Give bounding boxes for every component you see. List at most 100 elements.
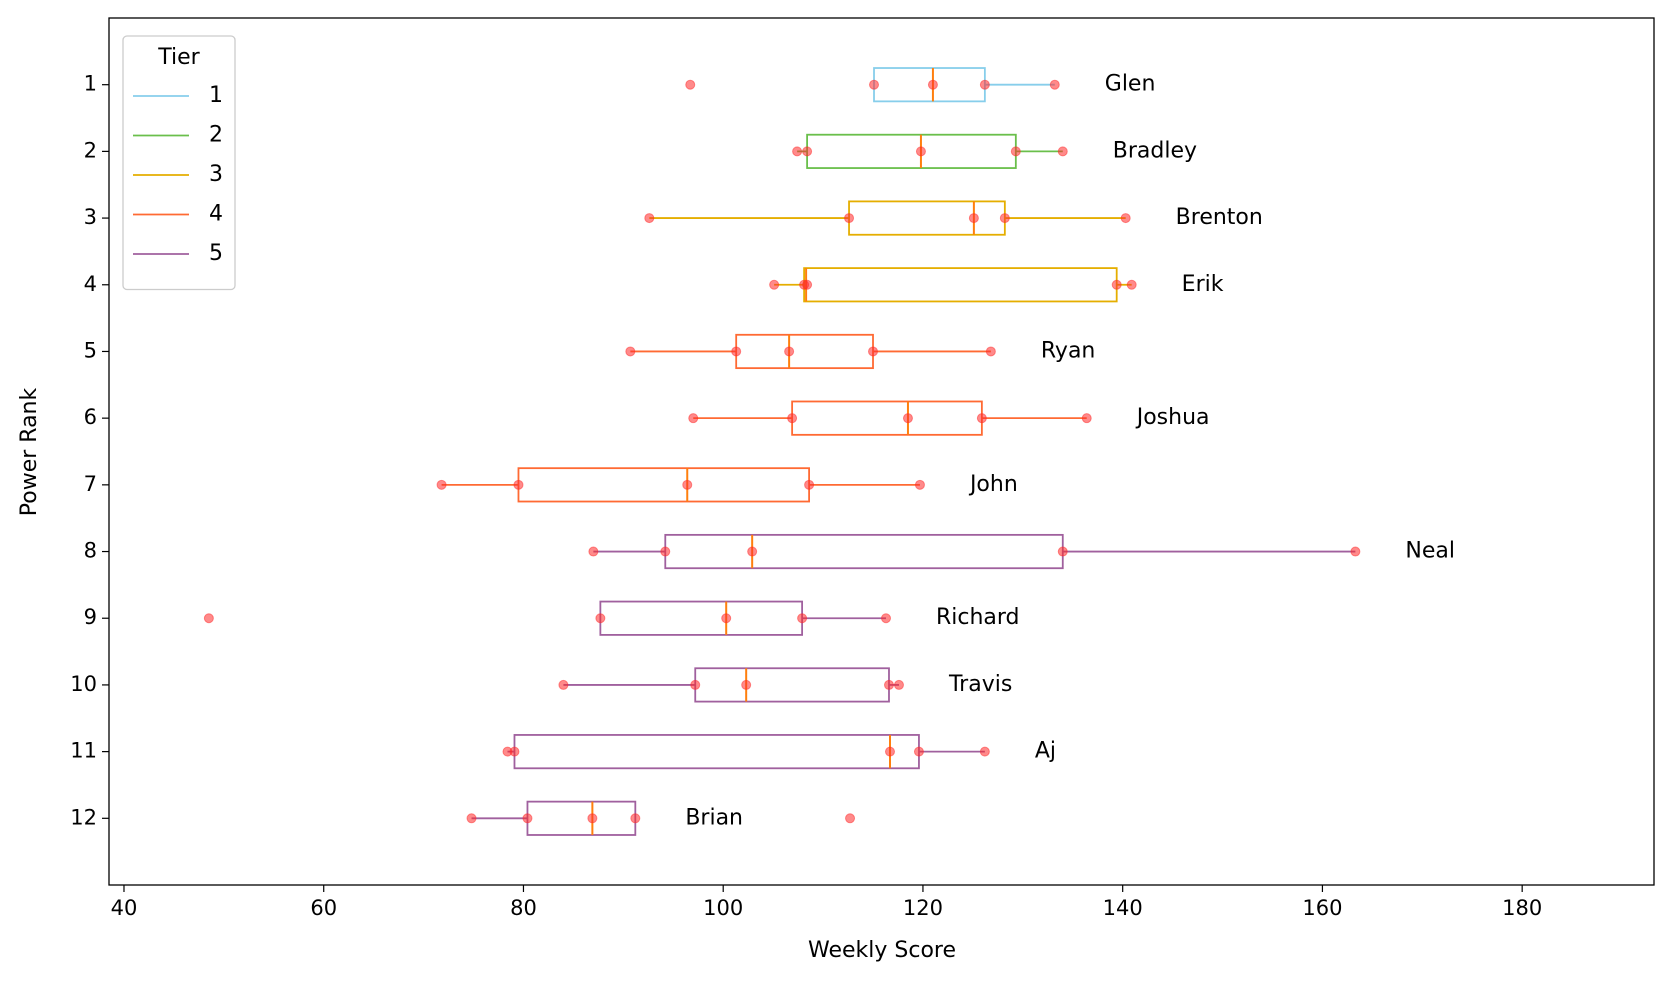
score-point [999, 213, 1010, 224]
score-point [868, 346, 879, 357]
x-tick-label: 40 [111, 896, 138, 920]
score-point [914, 479, 925, 490]
y-tick-label: 5 [84, 338, 97, 362]
team-name: Ryan [1041, 338, 1096, 363]
y-tick-label: 11 [70, 739, 97, 763]
score-point [513, 479, 524, 490]
team-name: Aj [1035, 739, 1056, 764]
legend-label: 1 [209, 83, 223, 108]
y-tick-label: 9 [84, 605, 97, 629]
score-point [979, 79, 990, 90]
score-point [588, 546, 599, 557]
team-name: Bradley [1113, 138, 1197, 163]
y-tick-label: 6 [84, 405, 97, 429]
score-point [721, 613, 732, 624]
team-name: Brenton [1176, 205, 1263, 230]
team-name: Travis [948, 672, 1012, 697]
score-point [802, 146, 813, 157]
score-point [747, 546, 758, 557]
score-point [682, 479, 693, 490]
score-point [902, 413, 913, 424]
score-point [1081, 413, 1092, 424]
score-point [436, 479, 447, 490]
score-point [1111, 279, 1122, 290]
score-point [466, 813, 477, 824]
legend-label: 5 [209, 241, 223, 266]
team-name: Glen [1105, 72, 1156, 97]
score-point [1057, 546, 1068, 557]
score-point [927, 79, 938, 90]
score-point [913, 746, 924, 757]
x-tick-label: 80 [510, 896, 537, 920]
score-point [880, 613, 891, 624]
score-point [844, 213, 855, 224]
score-point [690, 679, 701, 690]
score-point [203, 613, 214, 624]
legend-title: Tier [157, 45, 200, 70]
score-point [883, 679, 894, 690]
score-point [845, 813, 856, 824]
score-point [802, 279, 813, 290]
score-point [869, 79, 880, 90]
team-name: John [968, 472, 1018, 497]
score-point [804, 479, 815, 490]
score-point [731, 346, 742, 357]
score-point [915, 146, 926, 157]
team-name: Joshua [1135, 405, 1210, 430]
score-point [587, 813, 598, 824]
y-tick-label: 3 [84, 205, 97, 229]
team-name: Neal [1405, 539, 1455, 564]
score-point [787, 413, 798, 424]
team-name: Richard [936, 605, 1020, 630]
team-name: Brian [685, 805, 743, 830]
score-point [985, 346, 996, 357]
score-point [1010, 146, 1021, 157]
y-tick-label: 8 [84, 539, 97, 563]
score-point [1350, 546, 1361, 557]
score-point [797, 613, 808, 624]
y-tick-label: 1 [84, 72, 97, 96]
score-point [784, 346, 795, 357]
x-tick-label: 60 [310, 896, 337, 920]
score-point [792, 146, 803, 157]
plot-frame [108, 17, 1655, 886]
y-tick-label: 4 [84, 272, 97, 296]
score-point [741, 679, 752, 690]
score-point [884, 746, 895, 757]
x-tick-label: 180 [1502, 896, 1542, 920]
x-tick-label: 120 [903, 896, 943, 920]
score-point [893, 679, 904, 690]
score-point [644, 213, 655, 224]
score-point [769, 279, 780, 290]
x-tick-label: 140 [1103, 896, 1143, 920]
score-point [630, 813, 641, 824]
x-axis-label: Weekly Score [808, 938, 956, 963]
score-point [522, 813, 533, 824]
y-tick-label: 12 [70, 805, 97, 829]
score-point [1057, 146, 1068, 157]
x-tick-label: 160 [1302, 896, 1342, 920]
score-point [625, 346, 636, 357]
y-tick-label: 2 [84, 138, 97, 162]
legend-label: 3 [209, 162, 223, 187]
score-point [979, 746, 990, 757]
y-axis-label: Power Rank [17, 388, 42, 517]
score-point [1126, 279, 1137, 290]
score-point [509, 746, 520, 757]
score-point [595, 613, 606, 624]
legend-label: 4 [209, 202, 223, 227]
score-point [968, 213, 979, 224]
score-point [688, 413, 699, 424]
y-tick-label: 10 [70, 672, 97, 696]
score-point [685, 79, 696, 90]
score-point [1049, 79, 1060, 90]
legend-frame [122, 35, 236, 291]
legend-label: 2 [209, 123, 223, 148]
score-point [558, 679, 569, 690]
score-point [976, 413, 987, 424]
score-point [1120, 213, 1131, 224]
team-name: Erik [1182, 272, 1224, 297]
score-point [660, 546, 671, 557]
